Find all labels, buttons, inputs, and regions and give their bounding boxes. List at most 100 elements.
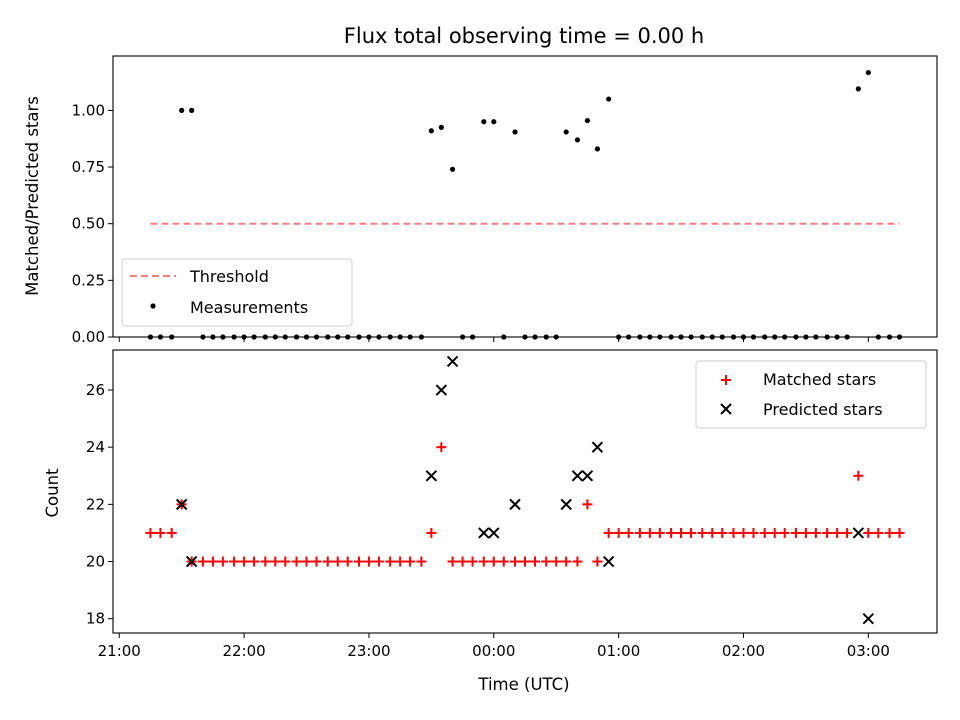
matched-stars-point [654,527,665,538]
matched-stars-point [613,527,624,538]
matched-stars-point [426,527,437,538]
matched-stars-point [832,527,843,538]
matched-stars-point [810,527,821,538]
x-tick-label: 02:00 [722,642,765,660]
matched-stars-point [239,556,250,567]
predicted-stars-point [435,384,448,396]
predicted-stars-point [571,470,584,482]
matched-stars-point [541,556,552,567]
top-y-tick-label: 0.00 [72,328,105,346]
matched-stars-point [822,527,833,538]
predicted-legend-marker [720,403,732,415]
matched-stars-point [260,556,271,567]
predicted-stars-point [446,355,459,368]
matched-stars-point [717,527,728,538]
bottom-legend-matched-label: Matched stars [763,370,876,389]
matched-stars-point [249,556,260,567]
bottom-legend-predicted-label: Predicted stars [763,400,883,419]
predicted-stars-point [602,555,615,568]
matched-stars-point [738,527,749,538]
top-y-tick-label: 0.50 [72,215,105,233]
measurement-point [481,119,487,125]
matched-stars-point [884,527,895,538]
matched-stars-point [759,527,770,538]
measurement-point [584,117,591,124]
matched-stars-point [707,527,718,538]
matched-stars-point [145,527,156,538]
matched-stars-point [790,527,801,538]
x-tick-label: 00:00 [472,642,515,660]
matched-stars-point [728,527,739,538]
measurement-point [574,137,581,143]
matched-stars-point [800,527,811,538]
top-plot-frame [112,55,938,338]
matched-stars-point [676,527,687,538]
measurement-point [855,86,861,92]
matched-stars-point [478,556,489,567]
matched-stars-point [197,556,208,567]
top-legend-measurements-label: Measurements [190,298,308,317]
measurement-point [594,146,601,152]
matched-stars-point [551,556,562,567]
measurement-point [428,128,434,134]
matched-stars-point [582,499,593,510]
x-tick-label: 21:00 [98,642,141,660]
top-chart-title: Flux total observing time = 0.00 h [344,24,704,48]
matched-stars-point [280,556,291,567]
top-legend: Threshold Measurements [121,258,353,327]
matched-stars-point [498,556,509,567]
top-y-tick-label: 1.00 [72,101,105,119]
matched-stars-point [332,556,343,567]
x-tick-label: 22:00 [222,642,265,660]
predicted-stars-point [852,527,865,539]
matched-stars-point [363,556,374,567]
matched-stars-point [301,556,312,567]
matched-stars-point [634,527,645,538]
matched-stars-point [894,527,905,538]
matched-stars-point [447,556,458,567]
predicted-stars-point [581,470,594,482]
matched-stars-point [207,556,218,567]
matched-stars-point [229,556,240,567]
matched-stars-point [748,527,759,538]
measurement-legend-marker [150,303,156,309]
predicted-stars-point [185,555,198,568]
x-tick-label: 01:00 [597,642,640,660]
matched-stars-point [779,527,790,538]
matched-stars-point [291,556,302,567]
measurement-point [865,69,871,76]
matched-stars-point [686,527,697,538]
matched-stars-point [644,527,655,538]
predicted-stars-point [591,441,604,453]
matched-stars-point [769,527,780,538]
bottom-legend: Matched stars Predicted stars [695,360,927,429]
matched-stars-point [510,556,521,567]
matched-stars-point [572,556,583,567]
measurement-point [449,166,456,172]
matched-stars-point [322,556,333,567]
matched-stars-point [457,556,468,567]
top-legend-box [121,258,353,327]
bottom-y-axis-label: Count [43,468,62,518]
matched-stars-point [353,556,364,567]
measurement-point [179,107,185,113]
measurement-point [189,107,195,113]
matched-stars-point [529,556,540,567]
x-axis-label: Time (UTC) [477,675,569,694]
matched-stars-point [436,442,447,453]
matched-stars-point [666,527,677,538]
matched-stars-point [405,556,416,567]
matched-stars-point [155,527,166,538]
matched-stars-point [395,556,406,567]
bottom-y-tick-label: 26 [86,381,105,399]
matched-stars-point [270,556,281,567]
matched-stars-point [623,527,634,538]
measurement-point [512,129,518,135]
x-tick-label: 03:00 [847,642,890,660]
bottom-y-tick-label: 20 [86,553,105,571]
top-legend-threshold-label: Threshold [189,267,269,286]
matched-stars-point [842,527,853,538]
top-y-axis-label: Matched/Predicted stars [23,96,42,296]
predicted-stars-point [862,612,875,625]
matched-stars-point [217,556,228,567]
